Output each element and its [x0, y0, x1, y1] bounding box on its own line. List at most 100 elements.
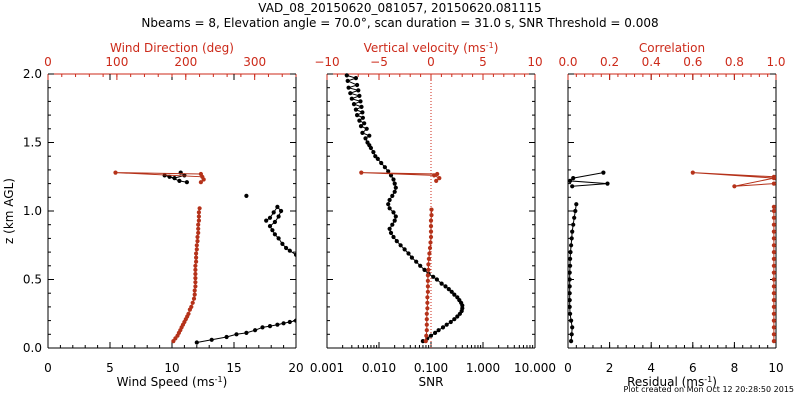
data-point-right — [568, 304, 572, 309]
data-point-left — [194, 243, 199, 248]
data-point-middle — [362, 121, 367, 126]
data-point-middle — [425, 306, 430, 311]
data-point-middle — [390, 222, 395, 227]
data-point-left — [234, 332, 239, 337]
data-point-middle — [424, 328, 429, 333]
data-point-right — [771, 256, 776, 261]
data-point-left — [194, 340, 199, 345]
x-axis-label-middle: SNR — [419, 375, 444, 389]
data-point-left — [284, 245, 289, 251]
data-point-right — [771, 291, 776, 296]
data-point-left — [193, 276, 198, 281]
data-point-middle — [363, 136, 368, 141]
data-point-right — [771, 263, 776, 268]
data-point-left — [193, 284, 198, 289]
data-point-middle — [424, 333, 429, 338]
data-point-left — [194, 259, 199, 264]
data-point-middle — [386, 202, 391, 207]
data-point-middle — [391, 177, 396, 182]
data-point-right — [771, 204, 776, 209]
data-point-right — [568, 298, 572, 303]
data-point-middle — [449, 289, 454, 294]
data-point-middle — [428, 333, 434, 338]
data-point-right — [771, 243, 776, 248]
data-point-middle — [440, 325, 446, 330]
data-point-left — [293, 252, 296, 257]
data-point-right — [771, 325, 776, 330]
x-tick-label-left: 0 — [44, 361, 52, 375]
data-point-middle — [391, 210, 396, 215]
data-point-left — [267, 224, 273, 229]
data-point-right — [771, 284, 776, 289]
data-point-middle — [392, 181, 397, 186]
data-point-middle — [455, 295, 460, 300]
series-line-right — [692, 172, 775, 187]
data-point-right — [771, 236, 776, 241]
x-tick-label-right: 6 — [689, 361, 697, 375]
data-point-right — [568, 270, 572, 275]
data-point-right — [568, 178, 573, 183]
data-point-middle — [360, 130, 365, 135]
data-point-middle — [398, 243, 403, 248]
data-point-left — [260, 325, 265, 330]
data-point-left — [264, 218, 269, 223]
data-point-left — [172, 176, 177, 181]
x-tick-label-middle: 0.010 — [362, 361, 396, 375]
data-point-middle — [373, 154, 378, 159]
data-point-middle — [391, 234, 396, 240]
data-point-right — [569, 332, 574, 337]
chart-title-line-1: VAD_08_20150620_081057, 20150620.081115 — [258, 1, 542, 15]
series-line-right — [568, 172, 608, 187]
data-point-right — [571, 176, 576, 181]
data-point-right — [569, 339, 574, 344]
data-point-middle — [431, 274, 436, 279]
data-point-middle — [427, 251, 432, 256]
data-point-left — [196, 218, 201, 223]
data-point-middle — [444, 322, 449, 327]
data-point-right — [771, 208, 776, 214]
data-point-left — [113, 170, 118, 175]
data-point-left — [272, 219, 277, 225]
top-axis-label-right: Correlation — [639, 41, 705, 55]
y-tick-label: 1.0 — [23, 204, 42, 218]
data-point-middle — [428, 224, 434, 229]
data-point-middle — [443, 284, 448, 289]
data-point-middle — [434, 178, 439, 183]
data-point-right — [771, 215, 776, 220]
data-point-left — [271, 210, 276, 215]
data-point-right — [568, 311, 573, 316]
top-tick-label-left: 300 — [243, 55, 266, 69]
data-point-middle — [425, 278, 430, 283]
x-tick-label-middle: 1.000 — [466, 361, 500, 375]
data-point-right — [569, 236, 574, 241]
data-point-left — [267, 324, 273, 329]
data-point-middle — [425, 295, 430, 300]
data-point-middle — [371, 150, 376, 155]
y-tick-label: 2.0 — [23, 67, 42, 81]
data-point-left — [194, 255, 199, 260]
data-point-left — [270, 228, 275, 233]
series-line-left — [115, 172, 205, 183]
data-point-middle — [429, 213, 434, 218]
data-point-left — [192, 292, 197, 297]
data-point-middle — [406, 251, 411, 256]
data-point-middle — [455, 314, 460, 319]
x-axis-label-right: Residual (ms-1) — [627, 375, 717, 390]
data-point-right — [771, 332, 776, 337]
data-point-right — [601, 170, 606, 175]
data-point-middle — [386, 169, 391, 174]
top-tick-label-left: 200 — [174, 55, 197, 69]
data-point-middle — [446, 287, 451, 292]
data-point-middle — [429, 207, 434, 212]
data-point-left — [186, 311, 191, 316]
x-tick-label-right: 2 — [606, 361, 614, 375]
data-point-right — [732, 184, 737, 189]
data-point-middle — [428, 234, 434, 240]
data-point-middle — [420, 339, 425, 344]
top-tick-label-left: 0 — [44, 55, 52, 69]
x-tick-label-left: 15 — [226, 361, 241, 375]
series-line-middle — [346, 74, 463, 342]
data-point-middle — [345, 78, 350, 83]
data-point-left — [244, 193, 249, 198]
x-tick-label-right: 0 — [564, 361, 572, 375]
